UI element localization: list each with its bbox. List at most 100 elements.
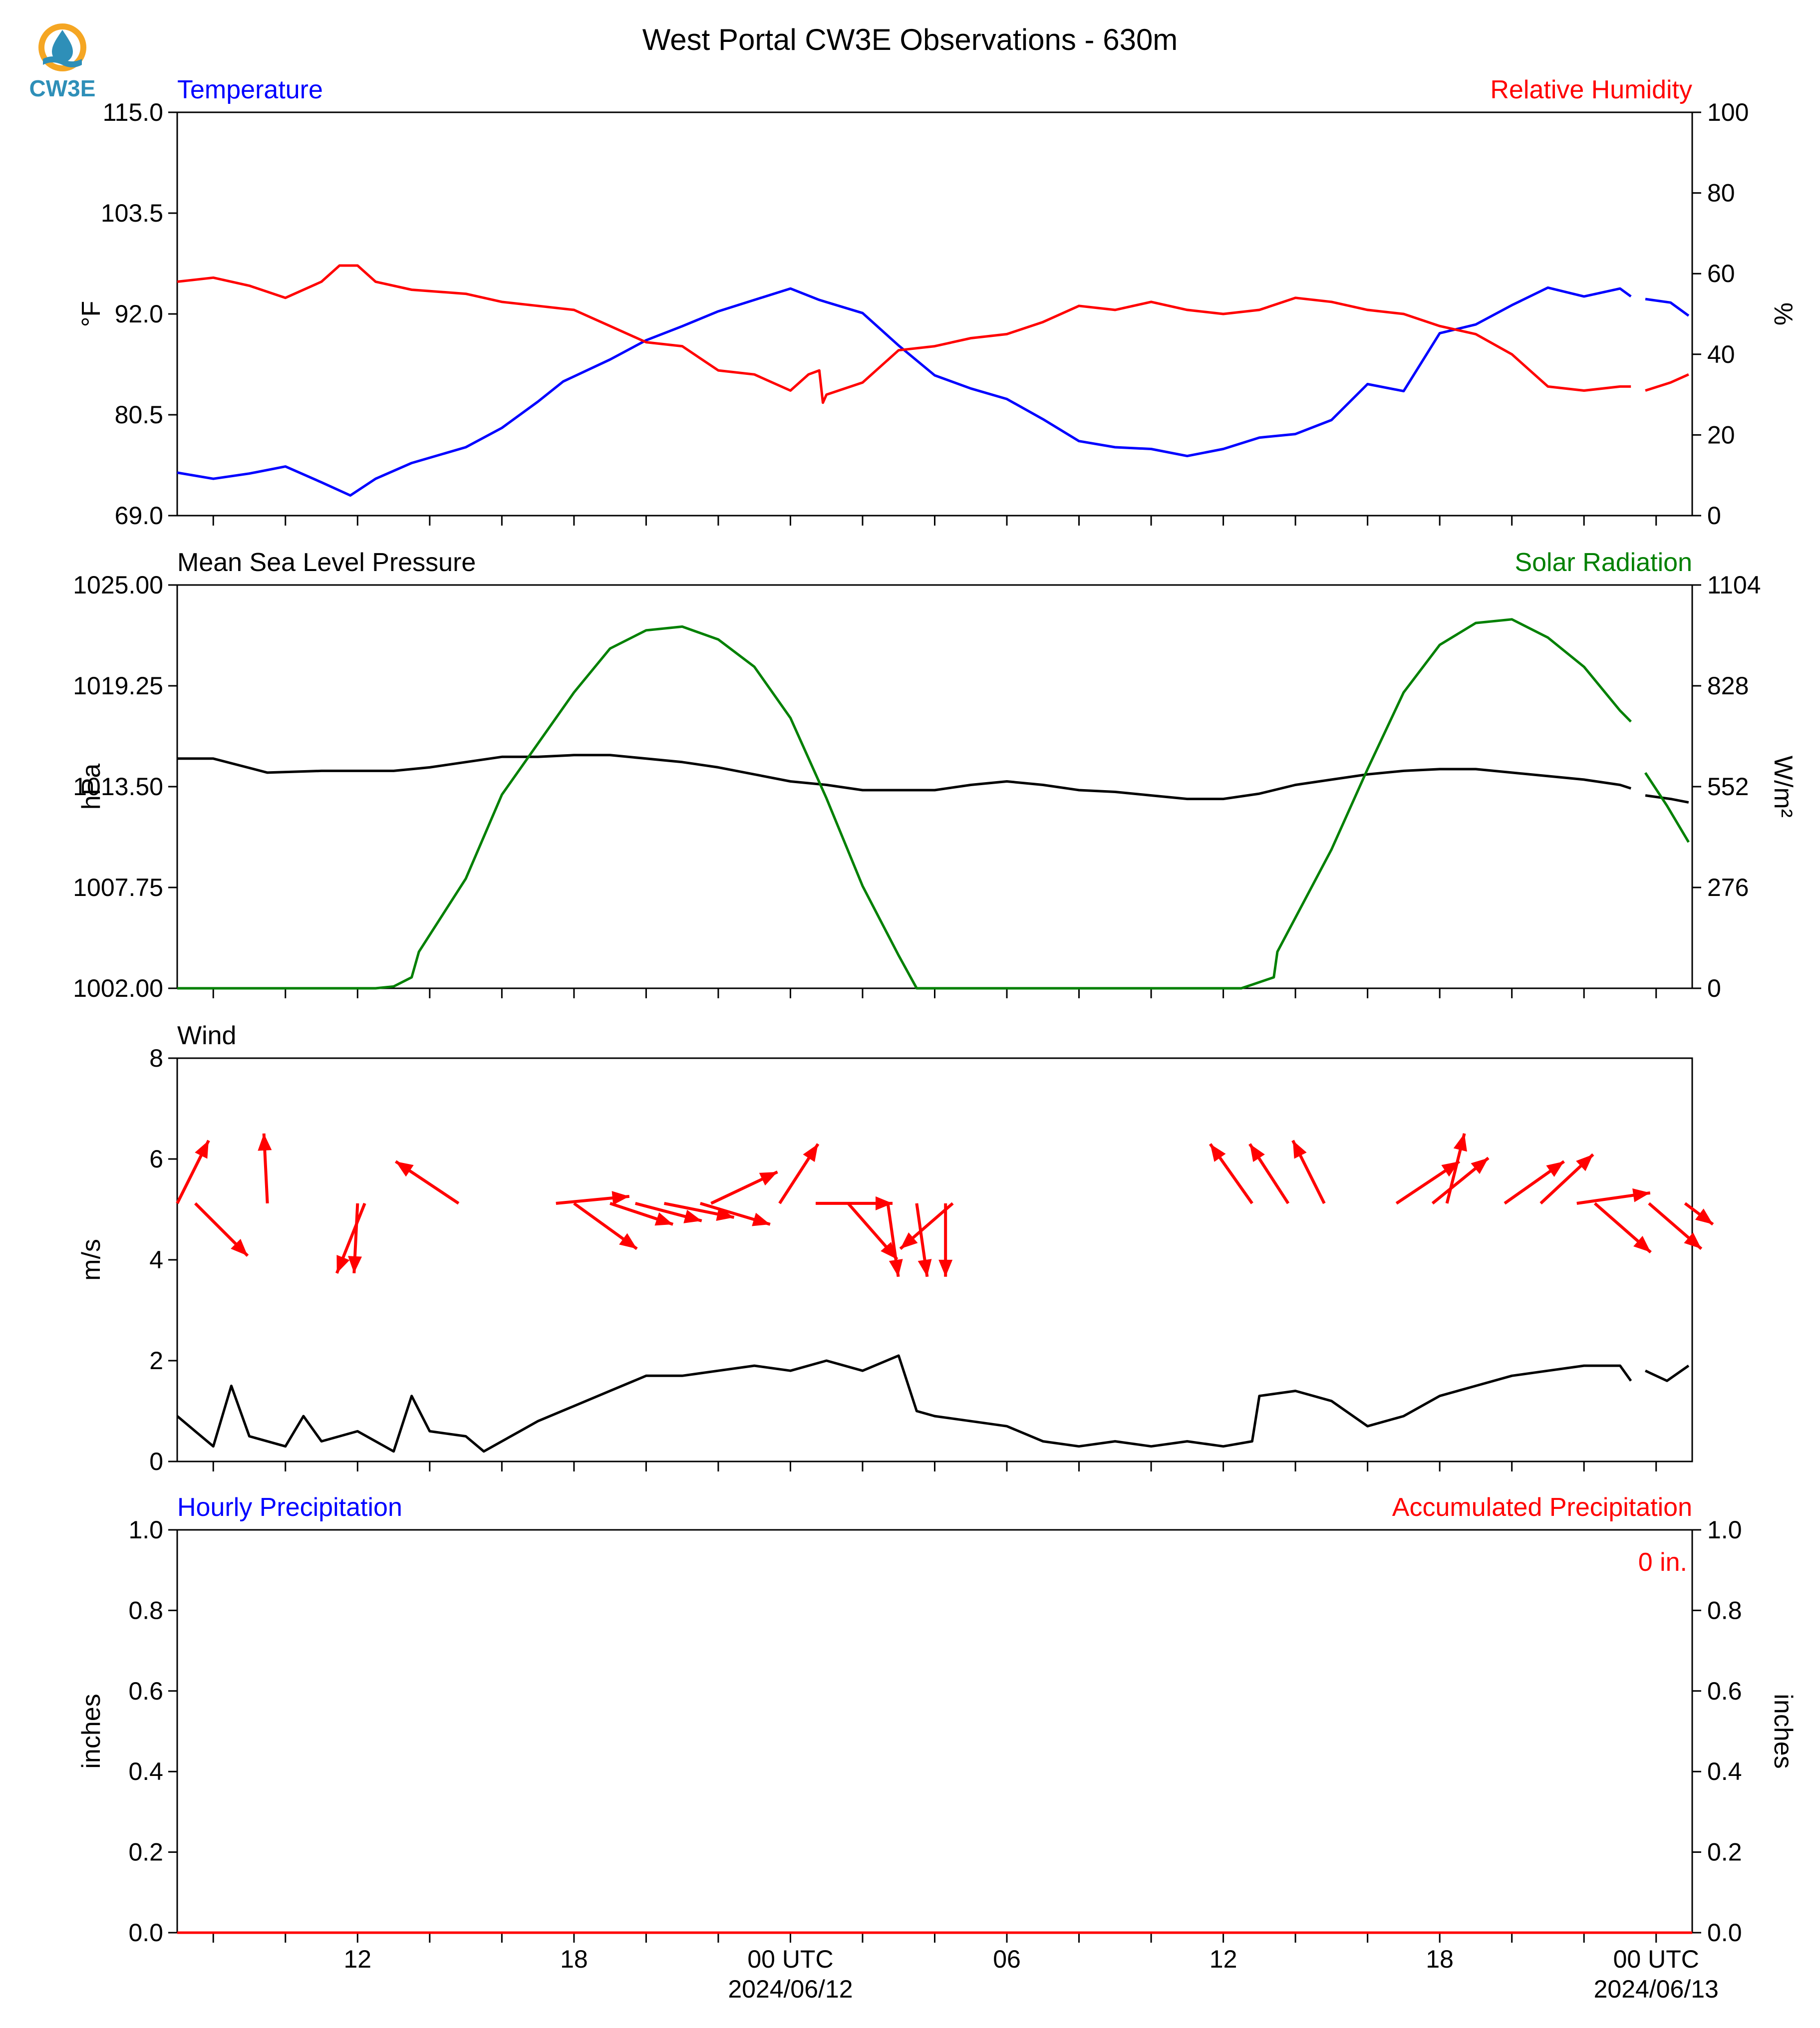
series-line-solar-radiation-after-gap: [1644, 772, 1690, 843]
panel-left-label: Wind: [177, 1021, 236, 1050]
panel-left-label: Hourly Precipitation: [177, 1493, 402, 1522]
x-tick-label: 00 UTC: [1613, 1945, 1699, 1973]
y2-tick-label: 0.4: [1707, 1757, 1742, 1785]
x-date-label: 2024/06/12: [728, 1975, 853, 2003]
y-tick-label: 0.8: [128, 1596, 163, 1624]
wind-arrow-head: [889, 1259, 903, 1277]
y2-tick-label: 1104: [1707, 571, 1761, 599]
y2-tick-label: 0.0: [1707, 1919, 1742, 1947]
wind-arrow-head: [1292, 1140, 1307, 1159]
wind-arrow-head: [683, 1209, 702, 1223]
y2-tick-label: 100: [1707, 98, 1749, 126]
wind-arrow-head: [654, 1212, 673, 1226]
plot-frame: [176, 1057, 1693, 1462]
panel-right-label: Solar Radiation: [1515, 548, 1692, 577]
panel-right-label: Accumulated Precipitation: [1392, 1493, 1692, 1522]
y2-tick-label: 0: [1707, 502, 1721, 530]
y-tick-label: 0.6: [128, 1677, 163, 1705]
y2-tick-label: 80: [1707, 179, 1735, 207]
panel-temp_rh: 69.0 80.5 92.0 103.5 115.0 °F 0 20 40 60 80 100% Tem…: [77, 75, 1798, 530]
x-tick-label: 18: [560, 1945, 588, 1973]
panel-pressure_solar: 1002.00 1007.75 1013.50 1019.25 1025.00 hPa 0 2…: [73, 548, 1798, 1002]
series-line-temperature: [177, 286, 1632, 497]
wind-arrow-head: [348, 1256, 362, 1273]
x-tick-label: 12: [343, 1945, 371, 1973]
y2-tick-label: 0.2: [1707, 1838, 1742, 1866]
plot-frame: [176, 1529, 1693, 1934]
panel-wind: 0 2 4 6 8 m/s Wind: [77, 1021, 1714, 1475]
y-tick-label: 2: [149, 1347, 163, 1375]
panel-right-label: Relative Humidity: [1490, 75, 1692, 104]
y2-axis-title: W/m²: [1769, 756, 1798, 818]
wind-arrow-head: [917, 1259, 932, 1277]
chart-title: West Portal CW3E Observations - 630m: [642, 23, 1178, 56]
wind-arrow-head: [759, 1171, 778, 1186]
series-line-temperature-after-gap: [1645, 297, 1690, 317]
y-tick-label: 0.0: [128, 1919, 163, 1947]
y2-tick-label: 552: [1707, 773, 1749, 801]
y-axis-title: inches: [77, 1694, 106, 1768]
y-tick-label: 80.5: [115, 401, 163, 429]
wind-arrow-head: [938, 1259, 953, 1277]
y-tick-label: 1025.00: [73, 571, 163, 599]
wind-arrow-head: [1633, 1235, 1651, 1252]
logo-drop-icon: [52, 30, 73, 62]
y-tick-label: 1007.75: [73, 873, 163, 901]
y-tick-label: 1013.50: [73, 773, 163, 801]
wind-arrow-head: [1453, 1133, 1467, 1152]
y2-tick-label: 276: [1707, 873, 1749, 901]
series-line-mean-sea-level-pressure-after-gap: [1645, 794, 1689, 804]
y-tick-label: 103.5: [101, 199, 163, 227]
wind-arrow-head: [876, 1196, 893, 1210]
wind-arrow-head: [1249, 1144, 1265, 1162]
series-line-relative-humidity: [177, 264, 1631, 404]
plot-frame: [176, 584, 1693, 989]
series-line-solar-radiation: [177, 618, 1632, 990]
wind-arrow-head: [1210, 1144, 1226, 1162]
y2-tick-label: 20: [1707, 421, 1735, 449]
x-date-label: 2024/06/13: [1594, 1975, 1719, 2003]
series-line-wind-after-gap: [1645, 1365, 1690, 1382]
series-line-relative-humidity-after-gap: [1645, 373, 1689, 392]
y2-tick-label: 40: [1707, 340, 1735, 368]
wind-arrow-head: [395, 1161, 414, 1177]
y2-axis-title: inches: [1769, 1694, 1798, 1768]
y-tick-label: 8: [149, 1044, 163, 1072]
wind-arrow-head: [803, 1144, 818, 1162]
series-line-wind: [176, 1354, 1632, 1453]
wind-arrow-head: [1576, 1154, 1593, 1171]
y2-tick-label: 0.6: [1707, 1677, 1742, 1705]
y2-tick-label: 828: [1707, 672, 1749, 700]
wind-arrow-head: [752, 1212, 770, 1226]
wind-arrow-head: [258, 1133, 272, 1151]
wind-arrow-head: [1684, 1232, 1702, 1249]
accumulated-total-label: 0 in.: [1638, 1548, 1687, 1577]
y2-tick-label: 1.0: [1707, 1516, 1742, 1544]
wind-arrow-head: [231, 1238, 248, 1256]
logo-wave-icon: [43, 56, 82, 67]
panel-precip: 0.0 0.2 0.4 0.6 0.8 1.0 inches 0.0 0.2 0.4 0.6 0.8 1…: [77, 1493, 1798, 2003]
wind-arrow-head: [195, 1140, 209, 1159]
logo-text: CW3E: [29, 75, 96, 101]
wind-arrow-head: [1546, 1161, 1564, 1177]
panel-left-label: Temperature: [177, 75, 323, 104]
x-tick-label: 18: [1426, 1945, 1454, 1973]
y2-axis-title: %: [1769, 302, 1798, 325]
plot-frame: [176, 111, 1693, 517]
wind-arrow-head: [611, 1191, 629, 1205]
wind-arrow-head: [881, 1242, 898, 1259]
y-tick-label: 0.4: [128, 1757, 163, 1785]
wind-arrow-head: [336, 1255, 350, 1273]
wind-arrow-head: [1471, 1158, 1489, 1174]
wind-arrow-head: [1441, 1161, 1460, 1177]
wind-arrow-head: [619, 1233, 637, 1249]
y-axis-title: °F: [77, 301, 106, 327]
y-tick-label: 92.0: [115, 300, 163, 328]
y2-tick-label: 0.8: [1707, 1596, 1742, 1624]
y-axis-title: hPa: [77, 764, 106, 810]
wind-arrow-head: [900, 1232, 918, 1249]
x-tick-label: 06: [993, 1945, 1021, 1973]
series-line-mean-sea-level-pressure: [177, 754, 1631, 801]
panel-left-label: Mean Sea Level Pressure: [177, 548, 476, 577]
